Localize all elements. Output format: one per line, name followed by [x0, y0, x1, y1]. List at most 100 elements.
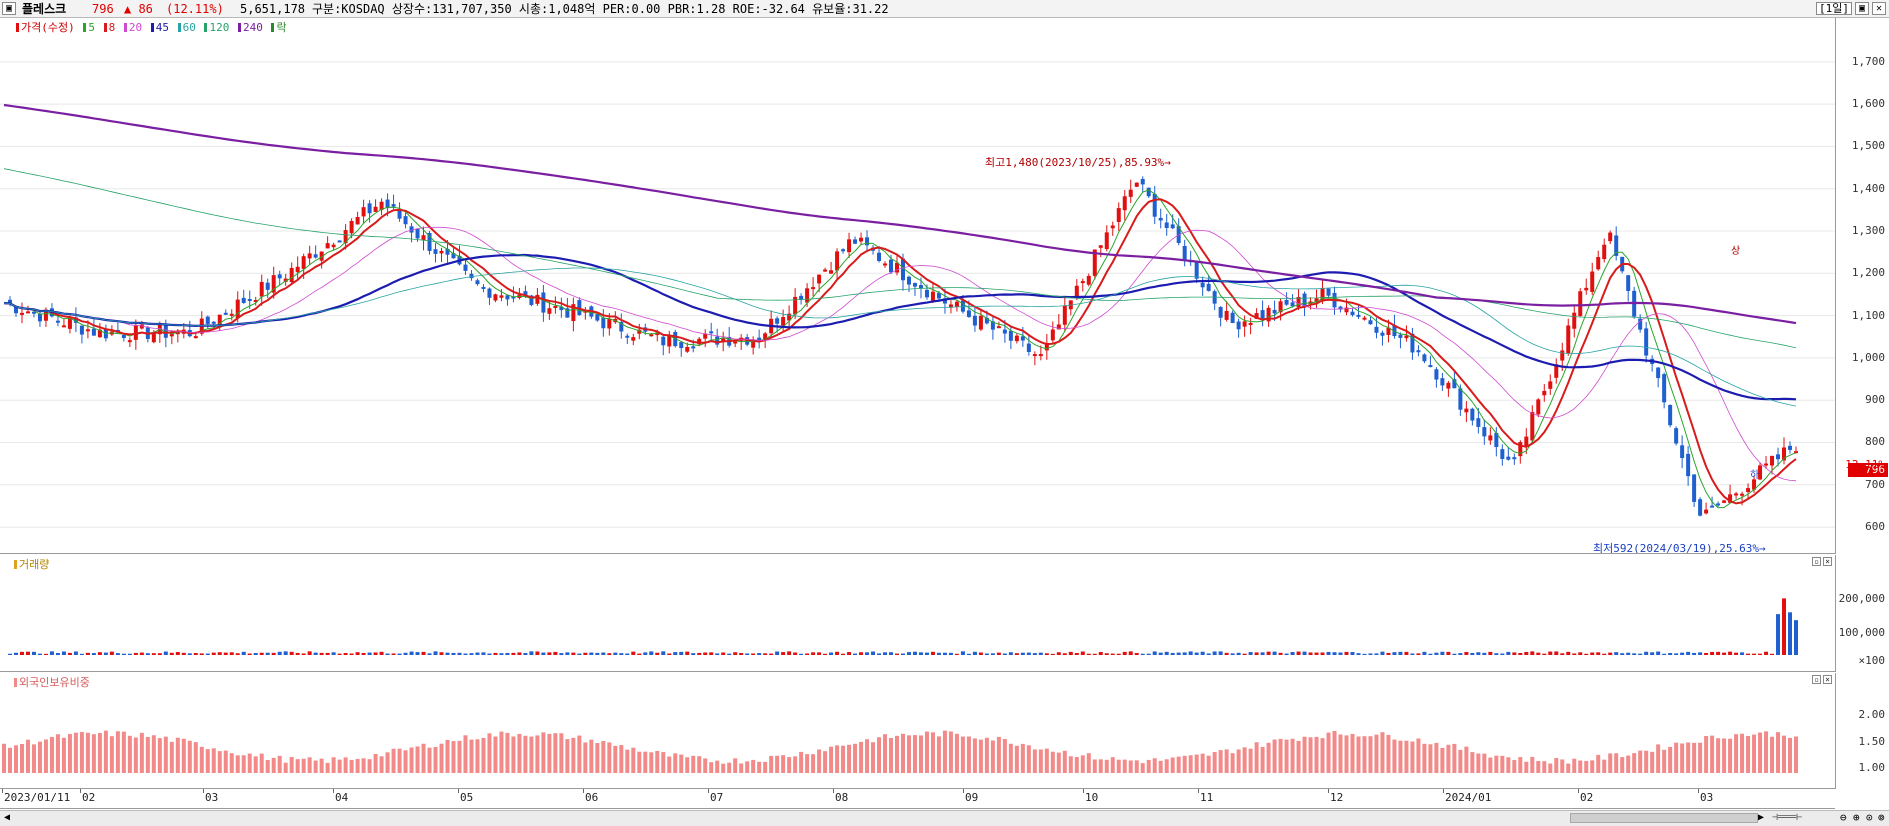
- volume-panel[interactable]: 거래량 ▫ ×: [0, 555, 1835, 672]
- foreign-bar: [1302, 736, 1307, 773]
- date-label: 11: [1200, 791, 1214, 804]
- volume-bar: [205, 653, 210, 655]
- volume-bar: [187, 653, 192, 655]
- scroll-left-icon[interactable]: ◀: [4, 812, 11, 823]
- candle: [1476, 407, 1481, 434]
- foreign-bar: [1536, 761, 1541, 773]
- candle: [1764, 456, 1769, 469]
- candle: [397, 202, 402, 222]
- candle: [1152, 185, 1157, 225]
- foreign-bar: [948, 731, 953, 773]
- volume-bar: [511, 652, 516, 655]
- date-label: 2023/01/11: [4, 791, 71, 804]
- panel-close-icon[interactable]: ×: [1823, 557, 1832, 566]
- volume-bar: [1578, 652, 1583, 655]
- volume-bar: [1074, 652, 1079, 655]
- candle: [469, 270, 474, 281]
- foreign-bar: [469, 739, 474, 773]
- volume-bar: [571, 652, 576, 655]
- foreign-ownership-panel[interactable]: 외국인보유비중 ▫ ×: [0, 673, 1835, 789]
- volume-bar: [1308, 652, 1313, 655]
- volume-bar: [900, 653, 905, 655]
- volume-bar: [1008, 652, 1013, 655]
- period-button[interactable]: [1일]: [1816, 2, 1852, 15]
- foreign-bar: [73, 732, 78, 773]
- zoom-in-icon[interactable]: ⊕: [1853, 811, 1860, 824]
- candle: [1050, 321, 1055, 343]
- candle: [1356, 304, 1361, 319]
- panel-restore-icon[interactable]: ▫: [1812, 557, 1821, 566]
- volume-bar: [157, 653, 162, 655]
- volume-bar: [871, 651, 876, 655]
- price-tick: 1,000: [1851, 350, 1885, 364]
- window-icon[interactable]: ▣: [2, 2, 16, 15]
- zoom-slider-icon[interactable]: ⊣═══⊢: [1772, 812, 1803, 823]
- foreign-bar: [307, 757, 312, 773]
- foreign-bar: [1350, 733, 1355, 773]
- restore-icon[interactable]: ▣: [1855, 2, 1869, 15]
- candle: [1422, 353, 1427, 364]
- foreign-bar: [1614, 753, 1619, 773]
- volume-bar: [451, 652, 456, 655]
- foreign-bar: [775, 755, 780, 773]
- volume-bar: [553, 651, 558, 655]
- foreign-bar: [924, 731, 929, 773]
- foreign-bar: [685, 757, 690, 773]
- foreign-bar: [1722, 738, 1727, 773]
- candle: [1092, 249, 1097, 280]
- foreign-bar: [31, 744, 36, 773]
- date-tick: [833, 789, 834, 793]
- candle: [289, 262, 294, 285]
- foreign-bar: [954, 733, 959, 773]
- candle: [451, 246, 456, 259]
- volume-bar: [990, 653, 995, 655]
- volume-bar: [1440, 651, 1445, 655]
- candle: [1146, 187, 1151, 199]
- rise-marker: 상: [1731, 246, 1741, 257]
- candle: [1782, 437, 1787, 465]
- scroll-right-icon[interactable]: ▶: [1758, 812, 1765, 823]
- foreign-bar: [1380, 732, 1385, 773]
- volume-bar: [1764, 651, 1769, 655]
- candle: [433, 243, 438, 263]
- volume-bar: [1302, 651, 1307, 655]
- foreign-bar: [1752, 734, 1757, 773]
- foreign-tick: 2.00: [1858, 708, 1886, 721]
- volume-bar: [1032, 653, 1037, 655]
- foreign-bar: [936, 736, 941, 773]
- volume-bar: [1146, 653, 1151, 655]
- volume-bar: [763, 653, 768, 655]
- candle: [1236, 318, 1241, 338]
- foreign-bar: [1158, 760, 1163, 773]
- volume-bar: [1212, 651, 1217, 655]
- zoom-fit-icon[interactable]: ⊚: [1878, 811, 1885, 824]
- zoom-out-icon[interactable]: ⊖: [1840, 811, 1847, 824]
- zoom-reset-icon[interactable]: ⊙: [1866, 811, 1873, 824]
- volume-bar: [91, 653, 96, 655]
- candle: [799, 293, 804, 305]
- chart-scrollbar[interactable]: ◀ ▶ ⊣═══⊢ ⊖ ⊕ ⊙ ⊚: [0, 810, 1889, 826]
- scroll-thumb[interactable]: [1570, 813, 1758, 823]
- volume-bar: [655, 652, 660, 655]
- volume-bar: [295, 652, 300, 655]
- foreign-bar: [535, 735, 540, 773]
- price-tick: 900: [1865, 393, 1885, 407]
- foreign-bar: [942, 730, 947, 773]
- candle: [1692, 474, 1697, 507]
- foreign-bar: [19, 743, 24, 773]
- panel-restore-icon[interactable]: ▫: [1812, 675, 1821, 684]
- foreign-bar: [906, 735, 911, 773]
- price-chart-panel[interactable]: 가격(수정) 5 8 20 45 60 120 240 락 최고1,480(20…: [0, 18, 1835, 554]
- panel-close-icon[interactable]: ×: [1823, 675, 1832, 684]
- price-tick: 1,400: [1851, 181, 1885, 195]
- candle: [1566, 318, 1571, 356]
- candle: [769, 310, 774, 338]
- date-label: 04: [335, 791, 349, 804]
- foreign-bar: [409, 747, 414, 773]
- candle: [1194, 261, 1199, 284]
- candle: [865, 230, 870, 252]
- volume-bar: [115, 653, 120, 655]
- close-icon[interactable]: ✕: [1872, 2, 1886, 15]
- ma-legend-rak: 락: [276, 21, 287, 34]
- foreign-bar: [1572, 758, 1577, 773]
